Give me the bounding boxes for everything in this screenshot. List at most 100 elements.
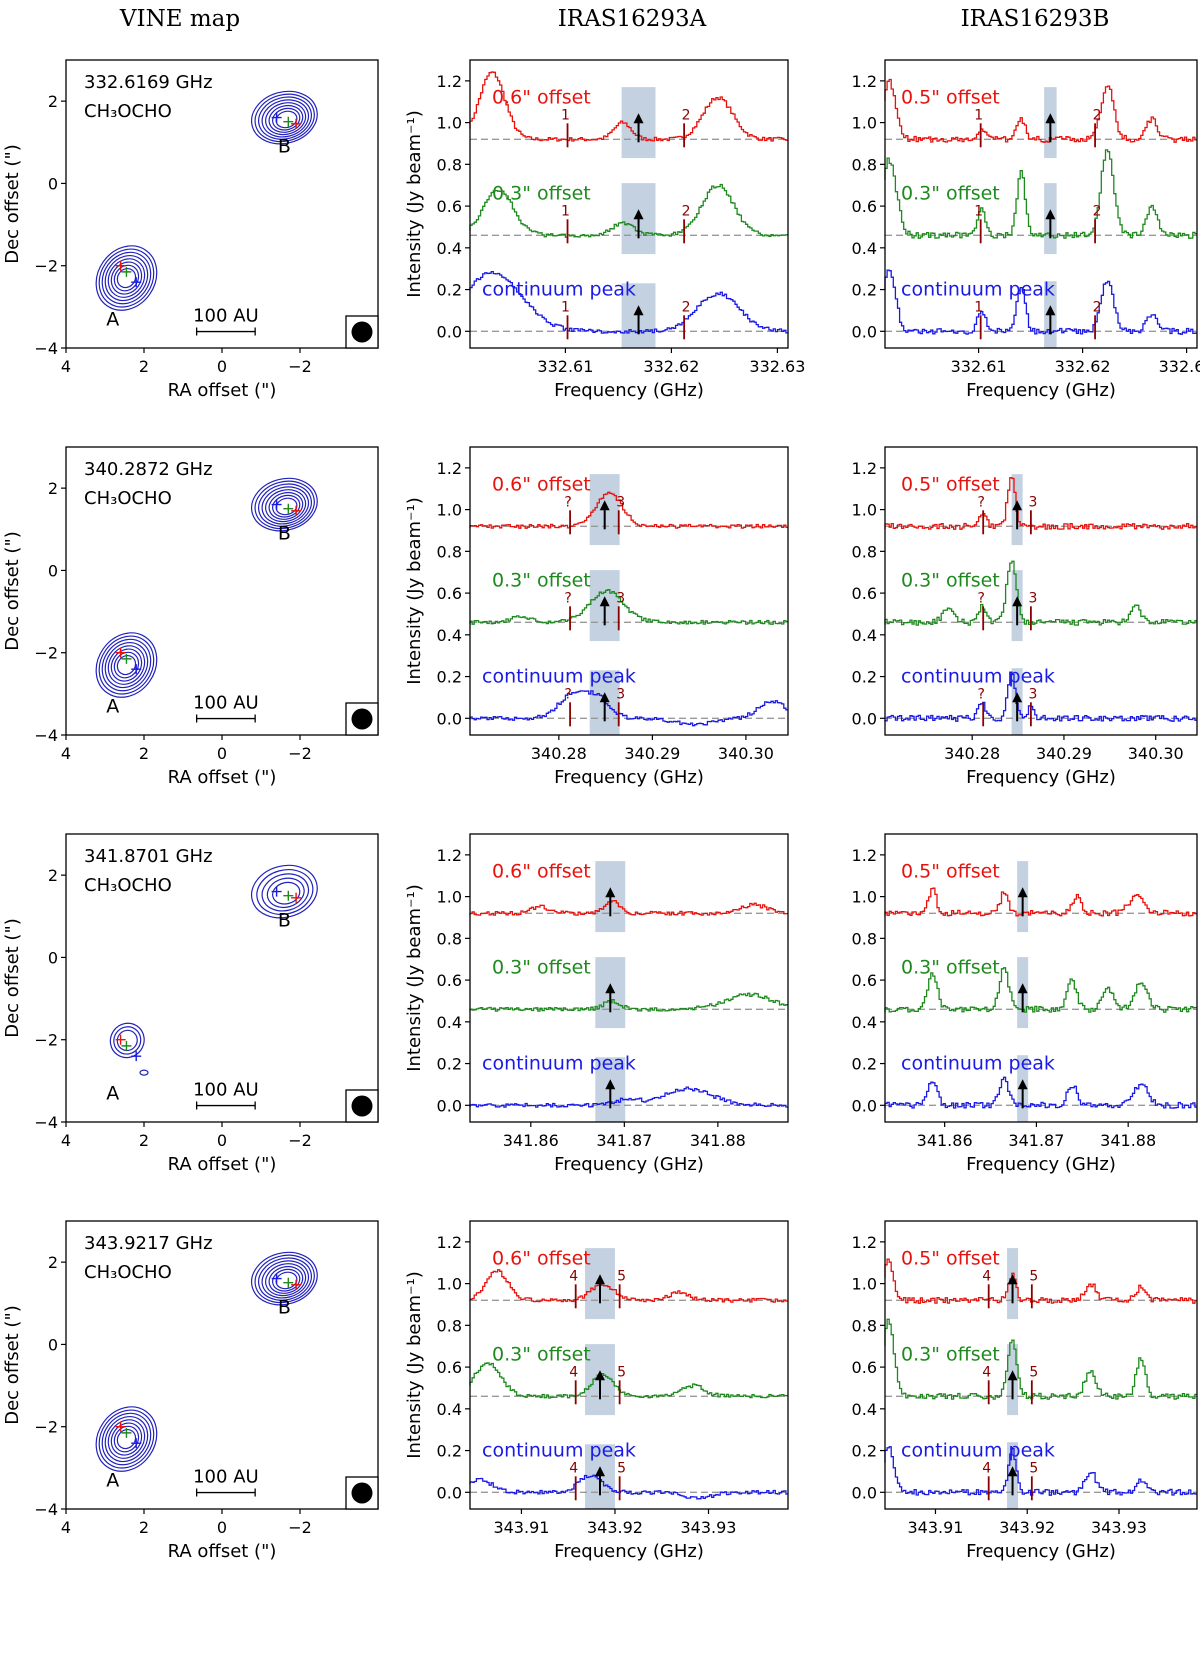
vine-map-panel: 341.8701 GHz CH₃OCHO A B 100 AU 4 2 0 −2 −4 −2 0 2 RA… xyxy=(2,833,379,1175)
column-title-vine-map: VINE map xyxy=(119,6,240,32)
map-y-tick-label: −2 xyxy=(34,1418,58,1437)
map-x-tick-label: −2 xyxy=(288,1131,312,1150)
contour-a xyxy=(116,1428,137,1450)
map-x-tick-label: 2 xyxy=(139,1518,149,1537)
spectrum-a-offset-inner xyxy=(469,183,788,238)
contour-a xyxy=(104,1416,149,1463)
y-tick-label: 0.2 xyxy=(437,668,462,687)
arrow-head xyxy=(633,209,644,220)
spectrum-frame xyxy=(469,59,789,349)
spectrum-a-offset-inner xyxy=(469,589,788,625)
x-tick-label: 332.62 xyxy=(1055,357,1111,376)
scale-bar xyxy=(196,1488,256,1497)
y-tick-label: 0.2 xyxy=(852,281,877,300)
beam-ellipse xyxy=(351,1095,373,1117)
figure-row-1: 332.6169 GHz CH₃OCHO A B 100 AU 4 2 0 −2 −4 −2 0 2 RA… xyxy=(2,59,1200,401)
y-tick-label: 1.2 xyxy=(852,846,877,865)
y-tick-label: 0.4 xyxy=(852,239,877,258)
y-tick-label: 1.0 xyxy=(437,1275,462,1294)
contour-a xyxy=(110,261,143,295)
arrow-head xyxy=(1045,305,1056,316)
contour-a xyxy=(101,1412,152,1466)
x-tick-label: 340.30 xyxy=(1128,744,1184,763)
contour-a xyxy=(98,1409,155,1469)
y-tick-label: 0.0 xyxy=(437,322,462,341)
contour-a xyxy=(116,654,137,676)
y-tick-label: 0.2 xyxy=(852,668,877,687)
map-x-tick-label: 0 xyxy=(217,1131,227,1150)
map-molecule-label: CH₃OCHO xyxy=(84,875,172,896)
arrow-head xyxy=(605,887,616,898)
trace-label: 0.3" offset xyxy=(492,1344,591,1366)
y-tick-label: 0.2 xyxy=(852,1055,877,1074)
contour-a xyxy=(98,635,155,695)
spectrum-frame xyxy=(884,833,1198,1123)
transition-marker-label: 4 xyxy=(569,1364,578,1380)
position-marker xyxy=(131,1051,142,1062)
transition-marker-label: 1 xyxy=(561,203,570,219)
map-x-tick-label: 4 xyxy=(61,357,71,376)
contour-b xyxy=(265,102,307,136)
map-y-tick-label: 0 xyxy=(48,561,58,580)
y-tick-label: 0.4 xyxy=(437,1013,462,1032)
y-tick-label: 1.0 xyxy=(437,888,462,907)
spectrum-frame xyxy=(884,446,1198,736)
map-molecule-label: CH₃OCHO xyxy=(84,488,172,509)
beam-box xyxy=(345,702,379,736)
transition-marker-label: 3 xyxy=(616,590,625,606)
trace-label: 0.6" offset xyxy=(492,474,591,496)
scale-bar xyxy=(196,327,256,336)
contour-b xyxy=(266,877,305,909)
spectrum-frame xyxy=(884,1220,1198,1510)
contour-a xyxy=(107,645,146,685)
spectrum-a-continuum xyxy=(469,1086,788,1108)
transition-marker-label: 5 xyxy=(1029,1364,1038,1380)
y-tick-label: 0.0 xyxy=(852,1483,877,1502)
map-y-tick-label: 0 xyxy=(48,948,58,967)
transition-marker-label: 5 xyxy=(617,1268,626,1284)
contour-a xyxy=(110,1422,143,1456)
y-tick-label: 1.0 xyxy=(852,1275,877,1294)
contour-a xyxy=(95,1406,158,1472)
x-tick-label: 340.30 xyxy=(718,744,774,763)
map-x-tick-label: −2 xyxy=(288,357,312,376)
arrow-head xyxy=(1045,113,1056,124)
arrow-head xyxy=(1012,596,1023,607)
x-axis-label: Frequency (GHz) xyxy=(554,380,704,401)
transition-marker-label: 2 xyxy=(682,203,691,219)
contour-b xyxy=(265,1263,307,1297)
x-tick-label: 340.28 xyxy=(944,744,1000,763)
contour-b xyxy=(251,864,318,919)
y-tick-label: 0.4 xyxy=(852,1400,877,1419)
map-y-axis-label: Dec offset (") xyxy=(2,531,23,651)
contour-b xyxy=(268,104,304,133)
contour-b xyxy=(261,486,310,525)
source-label-b: B xyxy=(278,910,291,932)
scale-bar-label: 100 AU xyxy=(193,693,259,714)
y-tick-label: 1.0 xyxy=(437,114,462,133)
position-marker xyxy=(271,886,282,897)
transition-marker-label: 3 xyxy=(616,686,625,702)
map-y-axis-label: Dec offset (") xyxy=(2,1305,23,1425)
contour-b xyxy=(256,869,314,915)
spectrum-a-continuum xyxy=(469,1474,788,1500)
position-marker xyxy=(121,1040,132,1051)
arrow-head xyxy=(605,983,616,994)
x-tick-label: 340.29 xyxy=(1036,744,1092,763)
spectrum-b-offset-outer xyxy=(884,477,1197,530)
transition-marker-label: 5 xyxy=(617,1460,626,1476)
trace-label: 0.3" offset xyxy=(492,183,591,205)
x-tick-label: 343.91 xyxy=(907,1518,963,1537)
trace-label: 0.5" offset xyxy=(901,87,1000,109)
trace-label: 0.3" offset xyxy=(901,570,1000,592)
spectrum-frame xyxy=(884,59,1198,349)
x-axis-label: Frequency (GHz) xyxy=(966,1154,1116,1175)
map-frequency-label: 340.2872 GHz xyxy=(84,459,213,480)
y-axis-label: Intensity (Jy beam⁻¹) xyxy=(404,497,425,685)
transition-marker-label: ? xyxy=(977,494,984,510)
map-frequency-label: 343.9217 GHz xyxy=(84,1233,213,1254)
trace-label: continuum peak xyxy=(901,279,1055,301)
y-tick-label: 0.8 xyxy=(852,1316,877,1335)
